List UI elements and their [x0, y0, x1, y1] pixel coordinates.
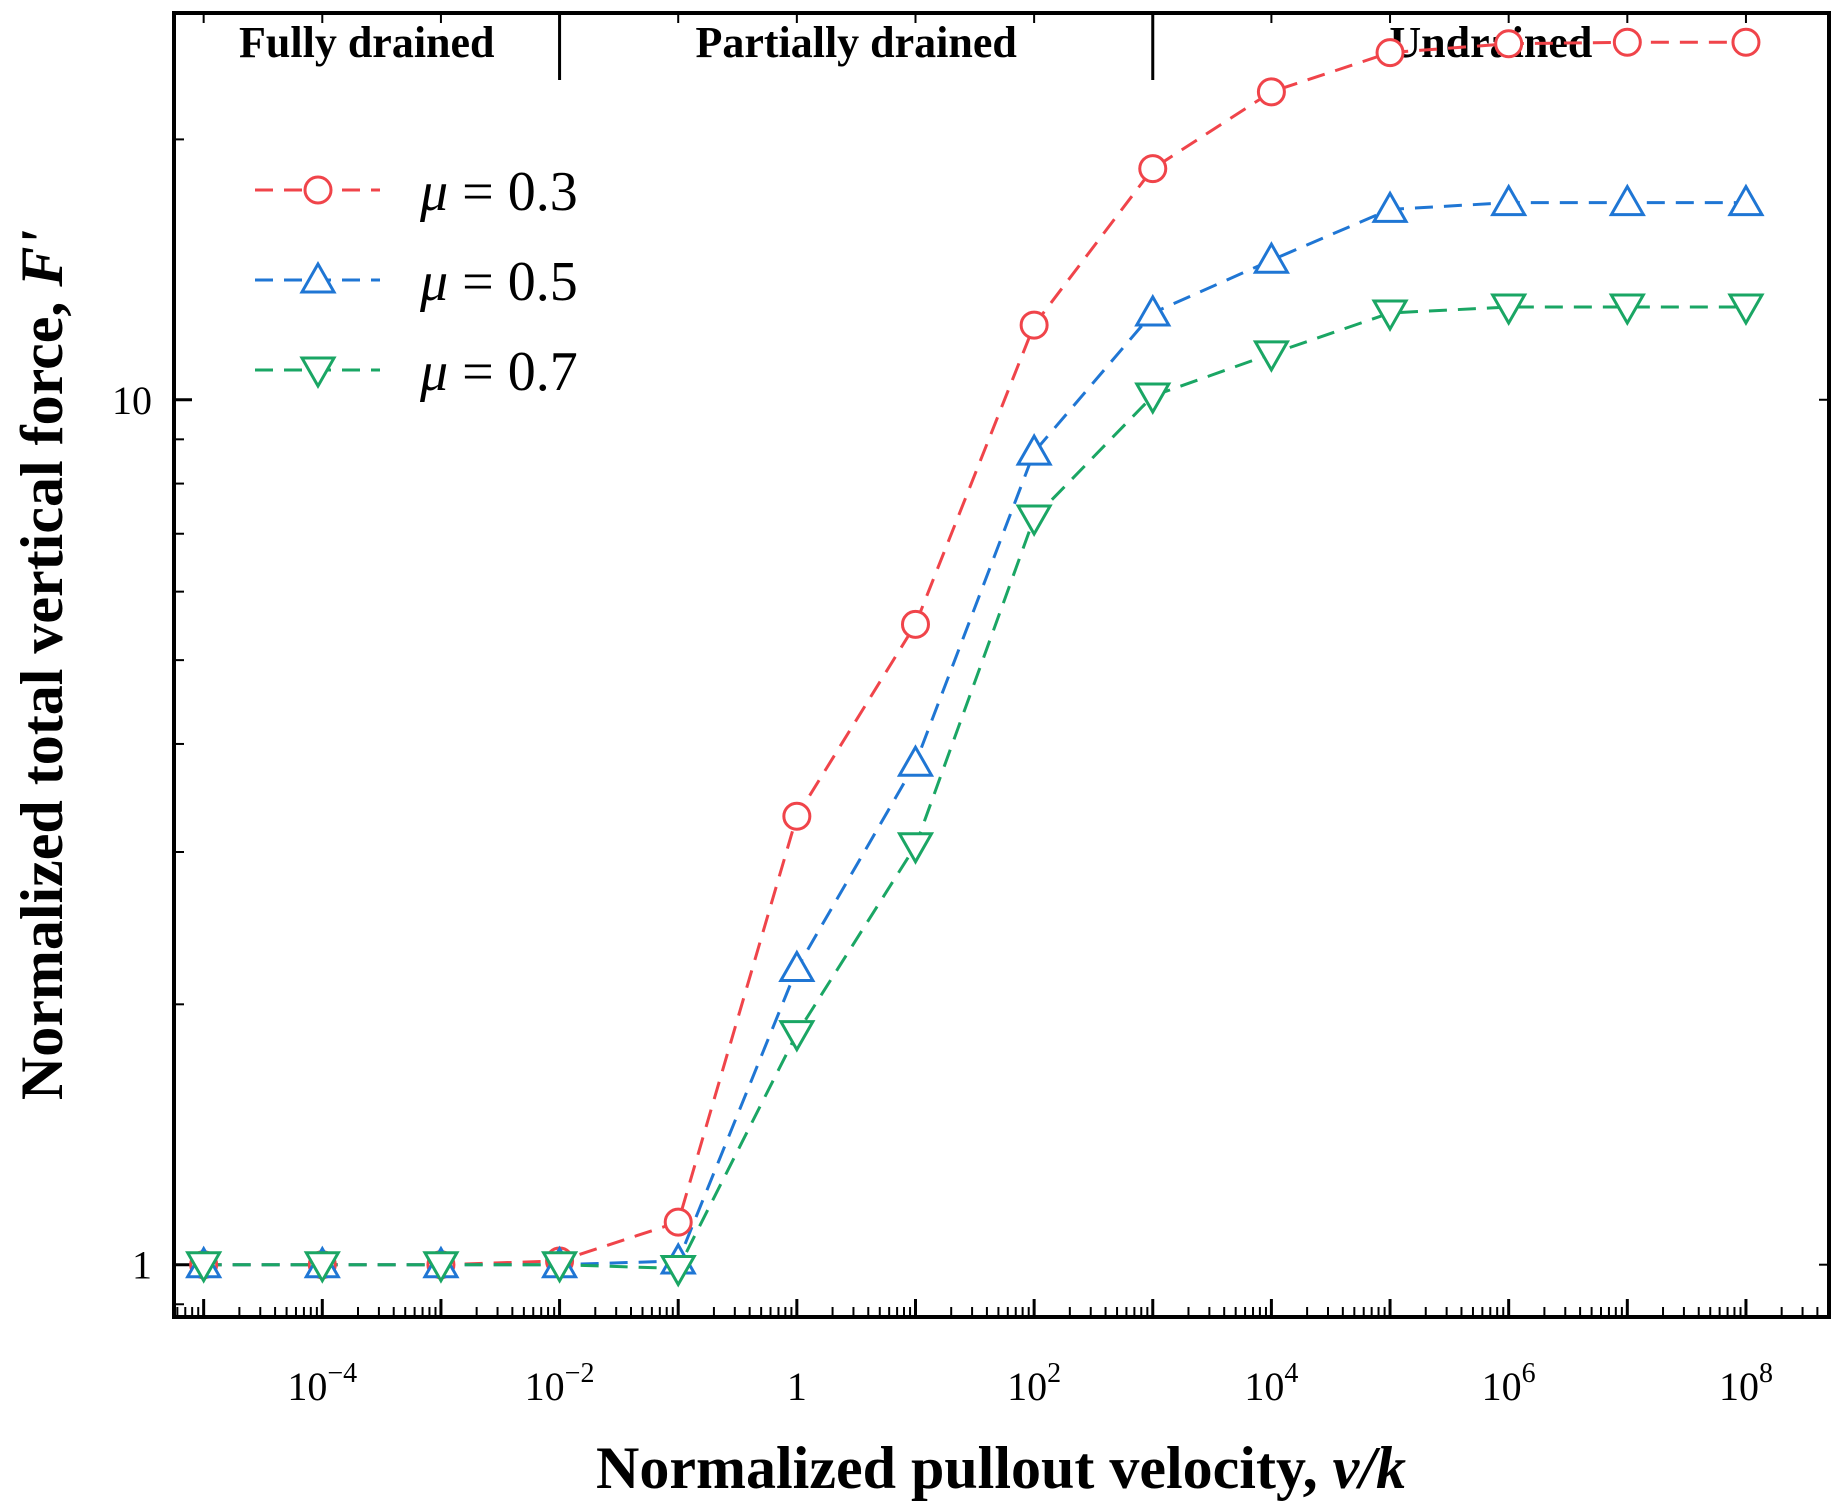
- legend: μ = 0.3 μ = 0.5 μ = 0.7: [255, 161, 578, 403]
- data-point: [896, 744, 935, 777]
- data-point: [1019, 310, 1049, 340]
- data-point: [1134, 293, 1172, 327]
- data-point: [1727, 183, 1765, 217]
- data-point: [1731, 27, 1761, 57]
- legend-label: μ = 0.3: [419, 161, 578, 223]
- y-tick-label: 10: [112, 378, 152, 423]
- data-point: [185, 1251, 223, 1284]
- series-line: [203, 305, 1746, 1270]
- data-point: [1371, 299, 1409, 332]
- data-point: [1490, 293, 1528, 327]
- legend-marker: [303, 175, 333, 205]
- data-point: [1490, 183, 1528, 217]
- data-point: [303, 1251, 341, 1284]
- regions-layer: Fully drained Partially drained Undrained: [239, 13, 1592, 80]
- x-tick-label: 108: [1719, 1358, 1773, 1409]
- y-tick-label: 1: [132, 1243, 152, 1288]
- data-point: [900, 609, 930, 639]
- series-line: [203, 40, 1746, 1267]
- plot-frame: [172, 11, 1831, 1319]
- series-layer: [185, 27, 1765, 1288]
- data-point: [540, 1251, 579, 1284]
- data-point: [1252, 340, 1290, 373]
- legend-label: μ = 0.5: [419, 251, 578, 313]
- x-tick-label: 104: [1244, 1358, 1298, 1409]
- region-label: Fully drained: [239, 18, 495, 67]
- x-tick-label: 106: [1482, 1358, 1536, 1409]
- data-point: [1608, 293, 1646, 327]
- data-point: [1015, 433, 1053, 466]
- data-point: [778, 949, 816, 983]
- data-point: [1727, 293, 1765, 327]
- data-point: [1138, 154, 1168, 184]
- series-line: [203, 201, 1746, 1267]
- data-point: [1608, 183, 1646, 217]
- data-point: [1375, 38, 1405, 68]
- data-point: [1371, 190, 1409, 223]
- data-point: [896, 832, 935, 865]
- x-axis-title: Normalized pullout velocity, v/k: [596, 1435, 1406, 1501]
- data-point: [422, 1251, 460, 1284]
- legend-marker: [299, 356, 337, 390]
- legend-marker: [299, 260, 337, 294]
- data-point: [782, 801, 812, 831]
- x-tick-label: 10−4: [287, 1358, 357, 1409]
- data-point: [1256, 77, 1286, 107]
- data-point: [659, 1254, 697, 1288]
- data-point: [778, 1020, 816, 1053]
- region-label: Undrained: [1389, 18, 1592, 67]
- data-point: [1252, 241, 1290, 274]
- data-point: [1015, 504, 1053, 537]
- data-point: [1612, 27, 1642, 57]
- data-point: [663, 1207, 693, 1237]
- x-tick-label: 102: [1007, 1358, 1061, 1409]
- legend-label: μ = 0.7: [419, 341, 578, 403]
- y-axis-title: Normalized total vertical force, F': [9, 230, 75, 1100]
- x-tick-label: 10−2: [525, 1358, 595, 1409]
- data-point: [1494, 29, 1524, 59]
- data-point: [1134, 382, 1172, 416]
- x-tick-label: 1: [787, 1364, 807, 1409]
- region-label: Partially drained: [695, 18, 1016, 67]
